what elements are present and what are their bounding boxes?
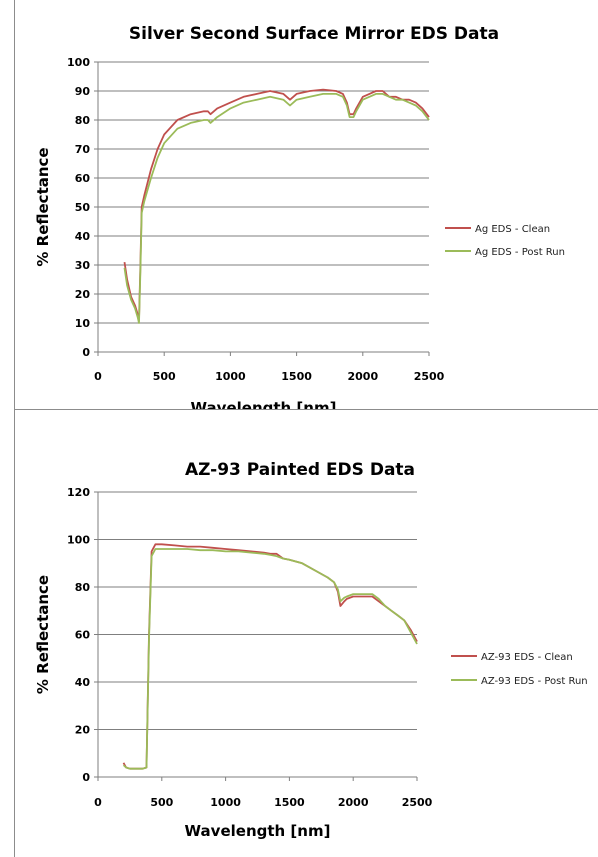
c1-x-tick-label-2000: 2000 (338, 796, 369, 809)
c0-chart-title: Silver Second Surface Mirror EDS Data (129, 24, 499, 44)
c0-y-tick-label-50: 50 (75, 201, 91, 214)
c0-y-tick-label-30: 30 (75, 259, 91, 272)
c0-y-tick-label-100: 100 (67, 56, 90, 69)
chart-panel-silver-mirror: Silver Second Surface Mirror EDS Data 0 10… (14, 0, 598, 410)
chart-panel-az93: AZ-93 Painted EDS Data 0 20 40 60 80 100 120 0 50… (14, 410, 598, 857)
c1-y-tick-label-120: 120 (67, 486, 90, 499)
c1-y-tick-label-80: 80 (75, 581, 91, 594)
c1-y-axis-title: % Reflectance (34, 575, 52, 694)
c0-x-tick-label-2000: 2000 (347, 370, 378, 383)
c1-y-tick-label-60: 60 (75, 629, 91, 642)
c0-legend-label-clean: Ag EDS - Clean (475, 224, 550, 235)
c1-y-tick-label-0: 0 (82, 771, 90, 784)
chart-az93: AZ-93 Painted EDS Data 0 20 40 60 80 100 120 0 50… (34, 460, 588, 840)
c0-x-tick-label-1000: 1000 (215, 370, 246, 383)
c0-y-tick-label-70: 70 (75, 143, 91, 156)
c1-y-tick-label-40: 40 (75, 676, 91, 689)
c0-y-tick-label-80: 80 (75, 114, 91, 127)
c1-x-tick-label-0: 0 (94, 796, 102, 809)
c1-x-tick-label-1000: 1000 (210, 796, 241, 809)
c1-y-tick-label-20: 20 (75, 724, 91, 737)
c0-x-axis-title: Wavelength [nm] (191, 399, 337, 409)
c1-y-tick-label-100: 100 (67, 534, 90, 547)
chart-silver-mirror: Silver Second Surface Mirror EDS Data 0 10… (34, 24, 565, 409)
c1-series-line-post-run (122, 548, 418, 770)
c0-legend-label-post-run: Ag EDS - Post Run (475, 247, 565, 258)
c0-y-tick-label-20: 20 (75, 288, 91, 301)
c1-legend-label-post-run: AZ-93 EDS - Post Run (481, 676, 588, 687)
c0-y-tick-label-0: 0 (82, 346, 90, 359)
c0-series-line-clean (123, 88, 430, 322)
c0-y-tick-label-60: 60 (75, 172, 91, 185)
c0-y-axis-title: % Reflectance (34, 147, 52, 266)
c1-chart-title: AZ-93 Painted EDS Data (185, 460, 415, 480)
c1-x-tick-label-2500: 2500 (402, 796, 433, 809)
c1-x-axis-title: Wavelength [nm] (185, 822, 331, 840)
c0-y-tick-label-10: 10 (75, 317, 91, 330)
c0-x-tick-label-2500: 2500 (414, 370, 445, 383)
c0-x-tick-label-1500: 1500 (281, 370, 312, 383)
c0-series-line-post-run (123, 93, 430, 324)
c1-x-tick-label-1500: 1500 (274, 796, 305, 809)
c1-series-line-clean (122, 543, 418, 770)
c0-x-tick-label-0: 0 (94, 370, 102, 383)
c0-y-tick-label-90: 90 (75, 85, 91, 98)
c0-y-tick-label-40: 40 (75, 230, 91, 243)
c0-x-tick-label-500: 500 (153, 370, 176, 383)
c1-x-tick-label-500: 500 (150, 796, 173, 809)
c1-legend-label-clean: AZ-93 EDS - Clean (481, 652, 573, 663)
